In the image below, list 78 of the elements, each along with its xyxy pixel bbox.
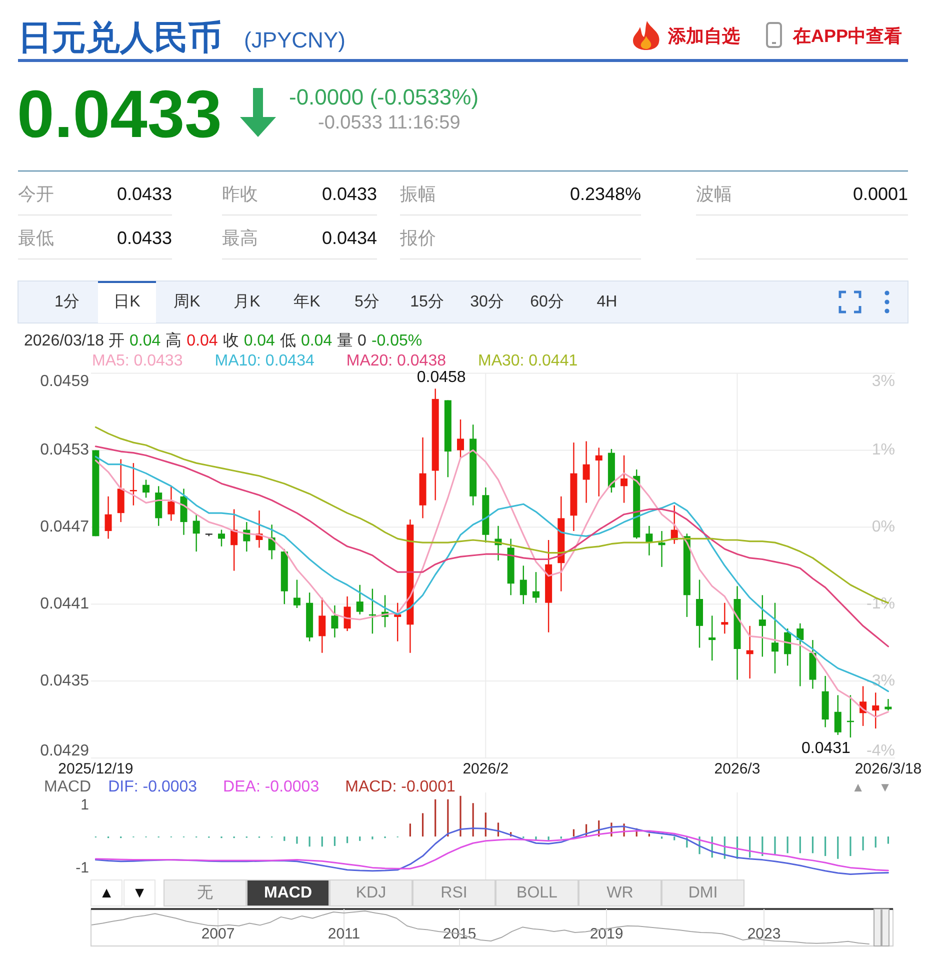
y-tick-label: 1 (80, 796, 89, 814)
text: 4H (596, 294, 618, 310)
annotation: 0.0458 (416, 369, 466, 386)
text: 0.0433 (116, 184, 172, 204)
x-tick-label: 2026/3/18 (854, 760, 922, 778)
text: -0.0000 (-0.0533%) (289, 84, 479, 110)
text: 1分 (54, 294, 80, 310)
text: 高 (166, 332, 182, 350)
text: MA20: 0.0438 (346, 352, 446, 370)
chart-title: MACD (44, 778, 92, 796)
text: 2026/03/18 开 (24, 332, 125, 350)
text: 周K (174, 294, 201, 310)
y-tick-label: -1 (76, 860, 89, 876)
text: MA30: 0.0441 (478, 352, 578, 370)
text: 今开 (18, 184, 54, 204)
x-tick-label: 2011 (328, 926, 360, 942)
text: 60分 (530, 294, 564, 310)
text: 0.0001 (852, 184, 908, 204)
y-tick-label: 0.0429 (40, 742, 90, 760)
text: 0.04 (300, 332, 332, 350)
tab: 日K (98, 281, 156, 323)
text: 日元兑人民币 (18, 19, 222, 57)
text: (JPYCNY) (244, 28, 346, 52)
annotation: 0.0431 (802, 740, 851, 757)
text: DIF: -0.0003 (108, 778, 198, 796)
text: 量 0 (337, 332, 367, 350)
x-tick-label: 2007 (201, 926, 235, 942)
text: -0.05% (371, 332, 422, 350)
x-tick-label: 2026/2 (462, 760, 509, 778)
text: 0.04 (186, 332, 218, 350)
text: 在APP中查看 (792, 26, 902, 46)
text: 0.0434 (322, 228, 377, 248)
x-tick-label: 2023 (747, 926, 781, 942)
x-tick-label: 2026/3 (714, 760, 760, 778)
text: MA5: 0.0433 (92, 352, 183, 370)
button: 无 (164, 880, 246, 906)
text: 低 (280, 332, 296, 350)
button: ▼ (124, 880, 156, 906)
text: 0.04 (244, 332, 276, 350)
text: 波幅 (696, 184, 732, 204)
y-tick-label: 0.0447 (40, 518, 90, 536)
text: 收 (222, 332, 239, 350)
text: 0.0433 (322, 184, 377, 204)
text: 月K (234, 294, 261, 310)
annotation: ▼ (878, 780, 892, 794)
button: BOLL (496, 880, 578, 906)
text: 年K (294, 294, 321, 310)
button: MACD (246, 880, 330, 906)
y-tick-label: 0.0459 (40, 372, 90, 390)
annotation: ▲ (852, 780, 864, 794)
y-tick-label: 0.0453 (40, 442, 90, 459)
text: 报价 (399, 228, 436, 248)
text: 0.0433 (17, 77, 222, 152)
text: DEA: -0.0003 (223, 778, 320, 796)
text: 最高 (222, 228, 258, 248)
button: RSI (412, 880, 496, 906)
text: 振幅 (400, 184, 436, 204)
text: 15分 (410, 294, 444, 310)
text: MA10: 0.0434 (214, 352, 314, 370)
text: 0.04 (130, 332, 161, 350)
x-tick-label: 2025/12/19 (58, 760, 134, 778)
text: -0.0533 11:16:59 (318, 112, 460, 134)
y-tick-label: 0.0435 (40, 672, 90, 690)
button: DMI (662, 880, 744, 906)
button: ▲ (90, 880, 122, 906)
text: 最低 (18, 228, 54, 248)
button: WR (578, 880, 662, 906)
text: 昨收 (222, 184, 258, 204)
text: 0.2348% (570, 184, 641, 204)
text: 0.0433 (116, 228, 172, 248)
button: KDJ (330, 880, 412, 906)
x-tick-label: 2015 (442, 926, 476, 942)
text: 30分 (470, 294, 504, 310)
series-label: MACD: -0.0001 (345, 778, 456, 796)
x-tick-label: 2019 (590, 926, 624, 942)
text: 添加自选 (667, 26, 740, 46)
y-tick-label: 0.0441 (40, 596, 90, 613)
text: 5分 (354, 294, 380, 310)
